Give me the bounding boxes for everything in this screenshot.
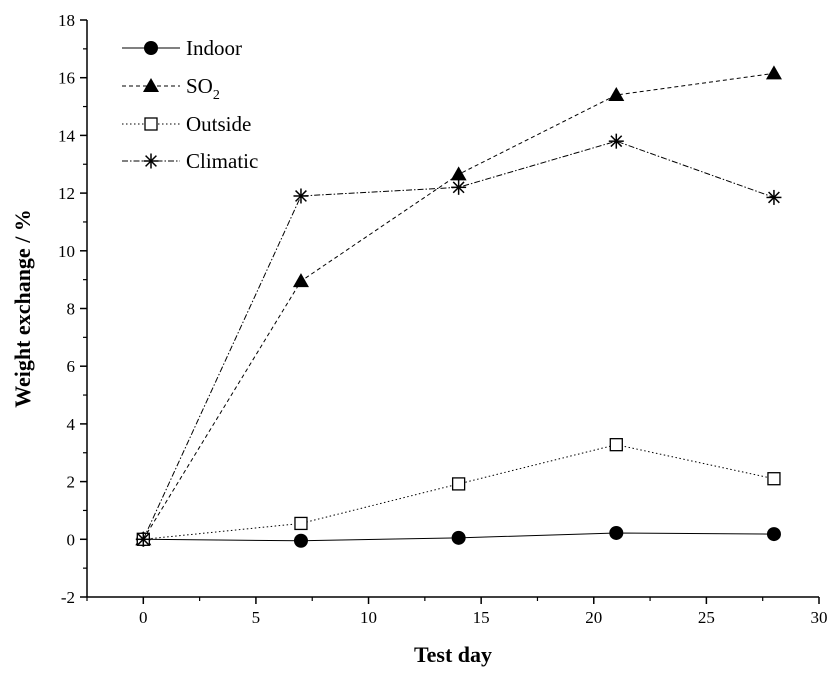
legend-item-climatic: Climatic — [122, 149, 258, 173]
y-axis-title: Weight exchange / % — [10, 209, 35, 408]
legend-label-indoor: Indoor — [186, 36, 242, 60]
asterisk-stroke — [295, 190, 307, 202]
asterisk-stroke — [145, 155, 157, 167]
y-tick-label: 12 — [58, 184, 75, 203]
data-point-indoor — [609, 525, 624, 540]
y-tick-label: 4 — [67, 415, 76, 434]
data-point-so — [292, 273, 309, 288]
data-point-indoor — [766, 527, 781, 542]
x-axis-title: Test day — [414, 642, 492, 667]
asterisk-stroke — [452, 181, 465, 194]
data-point-climatic — [608, 133, 624, 149]
plot-frame — [86, 20, 819, 598]
y-tick-label: 0 — [67, 530, 76, 549]
y-tick-label: 14 — [58, 126, 76, 145]
series-outside — [136, 438, 781, 546]
x-axis-ticks: 0 5 10 15 20 25 30 — [86, 597, 828, 627]
legend-label-subscript: 2 — [213, 88, 220, 103]
data-point-outside — [294, 516, 308, 531]
legend-item-indoor: Indoor — [122, 36, 242, 60]
series-indoor — [136, 525, 781, 548]
data-point-indoor — [293, 533, 308, 548]
y-tick-label: -2 — [61, 588, 75, 607]
series-line-climatic — [142, 140, 775, 540]
legend-item-so: SO2 — [122, 74, 220, 103]
data-point-so — [608, 87, 625, 102]
y-tick-label: 10 — [58, 242, 75, 261]
y-tick-label: 2 — [67, 473, 76, 492]
asterisk-stroke — [768, 191, 780, 204]
data-point-indoor — [451, 530, 466, 545]
data-point-outside — [767, 472, 781, 486]
legend-marker-indoor — [144, 41, 158, 55]
y-tick-label: 8 — [67, 300, 76, 319]
legend-marker-outside — [144, 117, 158, 131]
y-tick-label: 18 — [58, 11, 75, 30]
y-tick-label: 16 — [58, 69, 75, 88]
data-point-outside — [609, 438, 623, 452]
legend: Indoor SO2 Outside Climatic — [122, 36, 258, 173]
series-climatic — [135, 133, 782, 547]
series-line-so — [142, 72, 775, 540]
y-axis-ticks: -2 0 2 4 6 8 10 12 14 16 18 — [58, 11, 87, 607]
asterisk-stroke — [610, 135, 623, 148]
legend-item-outside: Outside — [122, 112, 251, 136]
series-layer — [135, 65, 782, 548]
data-point-outside — [451, 477, 466, 491]
legend-label-so: SO2 — [186, 74, 220, 103]
legend-marker-so — [143, 78, 159, 92]
x-tick-label: 30 — [811, 608, 828, 627]
x-tick-label: 5 — [252, 608, 261, 627]
data-point-so — [450, 166, 467, 181]
x-tick-label: 20 — [585, 608, 602, 627]
data-point-climatic — [293, 188, 309, 204]
legend-label-outside: Outside — [186, 112, 251, 136]
data-point-climatic — [451, 179, 467, 195]
data-point-climatic — [766, 189, 782, 205]
x-tick-label: 15 — [473, 608, 490, 627]
y-tick-label: 6 — [67, 357, 76, 376]
series-so — [135, 65, 782, 546]
legend-label-climatic: Climatic — [186, 149, 258, 173]
asterisk-stroke — [137, 533, 150, 546]
data-point-climatic — [135, 531, 151, 547]
x-tick-label: 25 — [698, 608, 715, 627]
data-point-so — [765, 65, 782, 80]
x-tick-label: 10 — [360, 608, 377, 627]
x-tick-label: 0 — [139, 608, 148, 627]
series-line-outside — [143, 444, 775, 540]
legend-marker-climatic — [143, 153, 159, 169]
